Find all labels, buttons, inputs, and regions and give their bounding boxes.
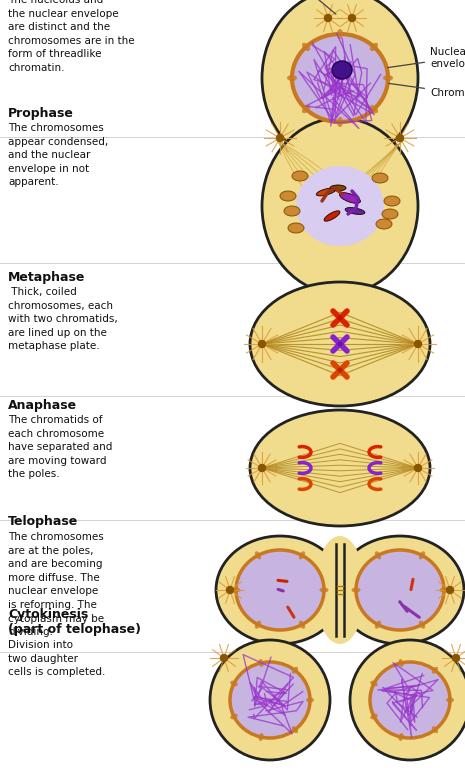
Ellipse shape [336,536,464,644]
Ellipse shape [432,667,438,674]
Ellipse shape [432,727,438,733]
Ellipse shape [316,188,336,196]
Ellipse shape [370,713,378,720]
Ellipse shape [372,173,388,183]
Ellipse shape [337,29,343,39]
Ellipse shape [414,340,421,347]
Ellipse shape [277,134,284,141]
Ellipse shape [419,621,425,629]
Ellipse shape [292,667,298,674]
Text: The chromatids of
each chromosome
have separated and
are moving toward
the poles: The chromatids of each chromosome have s… [8,415,113,479]
Text: Nucleolus: Nucleolus [254,0,336,14]
Ellipse shape [345,207,365,214]
Ellipse shape [337,117,343,127]
Ellipse shape [299,621,305,629]
Text: Nuclear
envelope: Nuclear envelope [388,47,465,69]
Ellipse shape [356,550,444,630]
Ellipse shape [280,191,296,201]
Ellipse shape [446,587,453,594]
Ellipse shape [399,733,404,741]
Text: Division into
two daughter
cells is completed.: Division into two daughter cells is comp… [8,640,106,677]
Ellipse shape [375,621,381,629]
Ellipse shape [384,196,400,206]
Text: Telophase: Telophase [8,515,78,528]
Ellipse shape [262,118,418,294]
Ellipse shape [255,551,261,559]
Ellipse shape [370,105,378,113]
Ellipse shape [299,551,305,559]
Ellipse shape [332,61,352,79]
Ellipse shape [399,659,404,667]
Ellipse shape [230,662,310,738]
Ellipse shape [250,410,430,526]
Ellipse shape [292,727,298,733]
Ellipse shape [230,713,238,720]
Ellipse shape [259,659,264,667]
Ellipse shape [250,282,430,406]
Ellipse shape [397,134,404,141]
Ellipse shape [419,551,425,559]
Ellipse shape [348,15,356,22]
Ellipse shape [376,219,392,229]
Ellipse shape [230,680,238,687]
Ellipse shape [296,166,384,246]
Ellipse shape [236,550,324,630]
Ellipse shape [375,551,381,559]
Ellipse shape [288,223,304,233]
Ellipse shape [352,588,360,592]
Ellipse shape [370,680,378,687]
Ellipse shape [262,0,418,166]
Ellipse shape [383,75,393,81]
Ellipse shape [287,75,297,81]
Ellipse shape [302,43,310,51]
Ellipse shape [255,621,261,629]
Ellipse shape [339,193,360,204]
Text: The chromosomes
are at the poles,
and are becoming
more diffuse. The
nuclear env: The chromosomes are at the poles, and ar… [8,532,104,637]
Ellipse shape [439,588,449,592]
Ellipse shape [338,342,343,346]
Ellipse shape [226,587,233,594]
Text: Metaphase: Metaphase [8,271,86,284]
Ellipse shape [259,733,264,741]
Ellipse shape [338,316,343,320]
Ellipse shape [414,465,421,472]
Text: Prophase: Prophase [8,107,74,120]
Ellipse shape [452,654,459,661]
Text: The chromosomes
appear condensed,
and the nuclear
envelope in not
apparent.: The chromosomes appear condensed, and th… [8,123,108,187]
Ellipse shape [259,340,266,347]
Ellipse shape [382,209,398,219]
Ellipse shape [446,697,454,703]
Text: Cytokinesis
(part of telophase): Cytokinesis (part of telophase) [8,608,141,636]
Text: Chromatin: Chromatin [389,84,465,98]
Ellipse shape [232,588,240,592]
Ellipse shape [370,43,378,51]
Ellipse shape [210,640,330,760]
Text: Thick, coiled
chromosomes, each
with two chromatids,
are lined up on the
metapha: Thick, coiled chromosomes, each with two… [8,287,118,352]
Ellipse shape [338,368,343,372]
Ellipse shape [292,171,308,181]
Ellipse shape [216,536,344,644]
Ellipse shape [325,15,332,22]
Text: Anaphase: Anaphase [8,399,77,412]
Ellipse shape [259,465,266,472]
Ellipse shape [330,185,346,191]
Ellipse shape [350,640,465,760]
Text: The nucleolus and
the nuclear envelope
are distinct and the
chromosomes are in t: The nucleolus and the nuclear envelope a… [8,0,135,73]
Ellipse shape [302,105,310,113]
Ellipse shape [284,206,300,216]
Ellipse shape [324,210,340,221]
Ellipse shape [319,588,328,592]
Ellipse shape [306,697,314,703]
Ellipse shape [220,654,227,661]
Ellipse shape [292,34,388,122]
Ellipse shape [370,662,450,738]
Ellipse shape [315,536,365,644]
